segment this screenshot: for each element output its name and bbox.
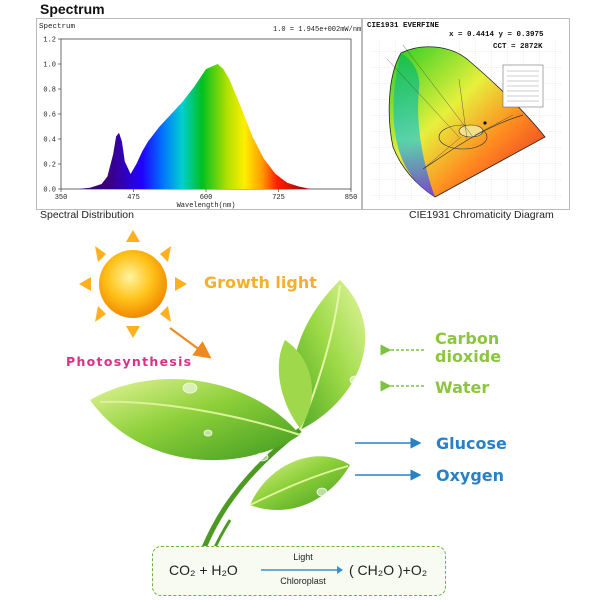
y-tick-label: 0.8 [43,87,56,95]
oxygen-label: Oxygen [436,466,505,485]
section-title: Spectrum [40,1,105,17]
y-tick-label: 0.6 [43,112,56,120]
y-tick-label: 0.4 [43,137,56,145]
sun-icon [79,230,187,338]
output-arrows [355,437,422,481]
cie-coordinates: x = 0.4414 y = 0.3975 [449,31,544,39]
spectrum-scale-note: 1.0 = 1.945e+002mW/nm [273,26,361,34]
carbon-dioxide-line2: dioxide [435,347,502,366]
equation-products: ( CH₂O )+O₂ [349,562,428,578]
equation-box: CO₂ + H₂O Light Chloroplast ( CH₂O )+O₂ [152,546,446,596]
water-drops [182,375,361,497]
cie-caption: CIE1931 Chromaticity Diagram [409,209,554,221]
cie-isotemp-lines [386,44,514,170]
growth-light-label: Growth light [204,273,317,292]
cie-diagram: CIE1931 EVERFINE x = 0.4414 y = 0.3975 C… [367,22,561,201]
leaf-left [90,378,300,461]
leaf-left-vein [99,400,301,436]
x-tick-label: 600 [200,194,213,202]
equation-condition-light: Light [293,552,313,562]
x-tick-label: 350 [55,194,68,202]
spectrum-series-area [78,64,311,189]
water-label: Water [435,378,490,397]
cie-ellipse-small [458,124,484,138]
y-tick-label: 1.0 [43,62,56,70]
spectrum-caption: Spectral Distribution [40,209,134,221]
cie-gamut [388,46,546,198]
y-tick-label: 0.2 [43,162,56,170]
equation-arrow [261,566,343,574]
photosynthesis-illustration [79,230,424,597]
light-arrow [169,327,212,359]
spectrum-inner-title: Spectrum [39,23,76,31]
equation-reactants: CO₂ + H₂O [169,562,238,578]
planckian-locus [422,114,524,170]
spectrum-chart: Spectrum 1.0 = 1.945e+002mW/nm 0.0 0.2 0.4… [39,23,361,210]
cie-ellipse-large [438,124,488,150]
x-tick-label: 850 [345,194,358,202]
photosynthesis-label: Photosynthesis [66,354,193,369]
equation-condition-chloroplast: Chloroplast [280,576,326,586]
carbon-dioxide-label: Carbon dioxide [435,330,501,366]
x-tick-label: 725 [272,194,285,202]
cie-diagram-panel: CIE1931 EVERFINE x = 0.4414 y = 0.3975 C… [362,18,570,210]
input-arrows [380,344,424,392]
cie-legend-lines [507,70,539,102]
cie-gamut-blue-region [393,53,435,197]
chromaticity-point [483,121,487,125]
carbon-dioxide-line1: Carbon [435,329,500,348]
glucose-label: Glucose [436,434,507,453]
x-tick-label: 475 [127,194,140,202]
cie-cct: CCT = 2872K [493,43,543,51]
leaf-small-middle [278,340,312,428]
x-axis-label: Wavelength(nm) [177,202,236,209]
spectrum-chart-panel: Spectrum 1.0 = 1.945e+002mW/nm 0.0 0.2 0.4… [36,18,362,210]
cie-header: CIE1931 EVERFINE [367,22,440,30]
leaf-bottom-vein [249,465,349,506]
y-tick-label: 0.0 [43,187,56,195]
y-tick-label: 1.2 [43,37,56,45]
